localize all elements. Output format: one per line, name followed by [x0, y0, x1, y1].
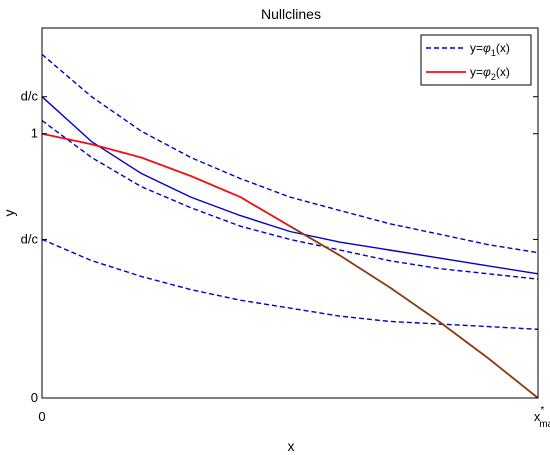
series-line-phi1-top — [41, 53, 539, 254]
y-tick-label: d/c — [21, 89, 39, 104]
x-tick-label: x*max — [534, 405, 550, 430]
y-tick-label: d/c — [21, 231, 39, 246]
series-layer — [41, 53, 539, 399]
y-axis-label: y — [1, 210, 17, 217]
series-line-phi2-overlap — [289, 225, 539, 399]
y-tick-label: 1 — [31, 126, 38, 141]
plot-frame — [41, 27, 539, 399]
legend: y=φ1(x) y=φ2(x) — [420, 34, 532, 86]
series-line-phi1-lower — [41, 119, 539, 280]
series-line-phi2-red — [41, 132, 291, 227]
x-axis-label: x — [288, 438, 295, 454]
legend-box — [420, 34, 532, 86]
legend-label-phi1: y=φ1(x) — [470, 41, 510, 58]
chart-title: Nullclines — [261, 6, 321, 22]
series-line-phi1-mid — [41, 96, 539, 275]
tick-layer: 0 d/c 1 d/c 0 x*max — [21, 28, 550, 430]
y-tick-label: 0 — [31, 390, 38, 405]
legend-label-phi2: y=φ2(x) — [470, 65, 510, 82]
x-tick-label: 0 — [38, 409, 45, 424]
series-line-phi1-bottom — [41, 238, 539, 330]
